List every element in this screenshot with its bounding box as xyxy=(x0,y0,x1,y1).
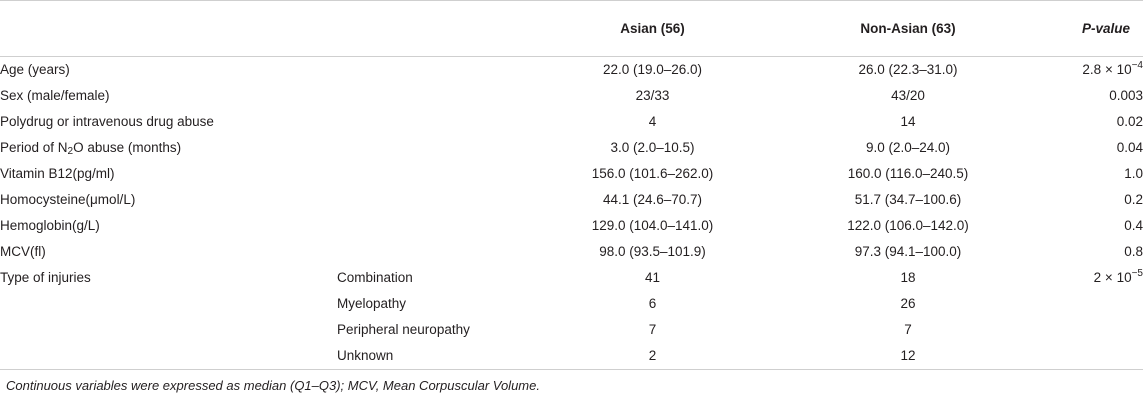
data-table: Asian (56) Non-Asian (63) P-value Age (y… xyxy=(0,0,1143,370)
row-variable: Age (years) xyxy=(0,62,70,77)
header-subcategory xyxy=(337,0,523,57)
row-nonasian: 7 xyxy=(904,322,912,337)
header-pvalue: P-value xyxy=(1034,0,1143,57)
row-nonasian: 12 xyxy=(782,343,1034,370)
table-row: Sex (male/female) 23/33 43/20 0.003 xyxy=(0,83,1143,109)
table-row: Unknown 2 12 xyxy=(0,343,1143,370)
row-asian: 3.0 (2.0–10.5) xyxy=(610,140,695,155)
table-row: MCV(fl) 98.0 (93.5–101.9) 97.3 (94.1–100… xyxy=(0,239,1143,265)
row-asian: 44.1 (24.6–70.7) xyxy=(602,192,703,207)
row-pvalue: 0.02 xyxy=(1116,114,1143,129)
table-row: Period of N2O abuse (months) 3.0 (2.0–10… xyxy=(0,135,1143,161)
row-pvalue: 2 × 10−5 xyxy=(1034,265,1143,291)
pvalue-exponent: −5 xyxy=(1131,268,1143,279)
pvalue-exponent: −4 xyxy=(1131,60,1143,71)
row-nonasian: 26 xyxy=(900,296,916,311)
row-asian: 6 xyxy=(648,296,657,311)
table-row: Hemoglobin(g/L) 129.0 (104.0–141.0) 122.… xyxy=(0,213,1143,239)
row-subcategory xyxy=(337,239,523,265)
row-nonasian: 97.3 (94.1–100.0) xyxy=(854,244,962,259)
row-asian: 4 xyxy=(648,114,657,129)
row-variable xyxy=(0,291,337,317)
row-subcategory xyxy=(337,187,523,213)
row-nonasian: 18 xyxy=(900,270,916,285)
variable-pre: Period of N xyxy=(0,140,68,155)
table-row: Vitamin B12(pg/ml) 156.0 (101.6–262.0) 1… xyxy=(0,161,1143,187)
row-subcategory: Peripheral neuropathy xyxy=(337,322,470,337)
row-asian: 129.0 (104.0–141.0) xyxy=(591,218,714,233)
header-variable xyxy=(0,0,337,57)
table-row: Type of injuries Combination 41 18 2 × 1… xyxy=(0,265,1143,291)
row-subcategory: Unknown xyxy=(337,343,523,370)
row-variable: Polydrug or intravenous drug abuse xyxy=(0,114,214,129)
row-asian: 156.0 (101.6–262.0) xyxy=(591,166,714,181)
row-subcategory: Myelopathy xyxy=(337,296,407,311)
table-row: Homocysteine(μmol/L) 44.1 (24.6–70.7) 51… xyxy=(0,187,1143,213)
row-pvalue: 0.2 xyxy=(1124,192,1143,207)
table-row: Myelopathy 6 26 xyxy=(0,291,1143,317)
row-subcategory: Combination xyxy=(337,270,413,285)
row-variable: Homocysteine(μmol/L) xyxy=(0,192,136,207)
row-pvalue xyxy=(1034,343,1143,370)
row-subcategory xyxy=(337,83,523,109)
header-pvalue-text: P-value xyxy=(1081,20,1130,36)
row-variable: Hemoglobin(g/L) xyxy=(0,218,100,233)
row-asian: 7 xyxy=(648,322,657,337)
row-variable xyxy=(0,343,337,370)
row-variable: Period of N2O abuse (months) xyxy=(0,135,337,161)
row-pvalue: 0.8 xyxy=(1124,244,1143,259)
header-nonasian: Non-Asian (63) xyxy=(782,0,1034,57)
row-subcategory xyxy=(337,135,523,161)
row-pvalue: 2.8 × 10−4 xyxy=(1034,57,1143,84)
row-pvalue xyxy=(1034,317,1143,343)
row-variable: Vitamin B12(pg/ml) xyxy=(0,166,115,181)
row-nonasian: 43/20 xyxy=(891,88,925,103)
row-pvalue: 0.4 xyxy=(1124,218,1143,233)
row-subcategory xyxy=(337,57,523,84)
row-nonasian: 9.0 (2.0–24.0) xyxy=(865,140,951,155)
row-asian: 22.0 (19.0–26.0) xyxy=(602,62,703,77)
table-row: Age (years) 22.0 (19.0–26.0) 26.0 (22.3–… xyxy=(0,57,1143,84)
row-asian: 2 xyxy=(523,343,782,370)
row-nonasian: 26.0 (22.3–31.0) xyxy=(858,62,958,77)
table-header-row: Asian (56) Non-Asian (63) P-value xyxy=(0,0,1143,57)
pvalue-base: 2.8 × 10 xyxy=(1082,62,1132,77)
row-variable: MCV(fl) xyxy=(0,244,46,259)
row-nonasian: 51.7 (34.7–100.6) xyxy=(854,192,962,207)
row-nonasian: 122.0 (106.0–142.0) xyxy=(847,218,969,233)
row-nonasian: 14 xyxy=(900,114,916,129)
row-variable xyxy=(0,317,337,343)
variable-subscript: 2 xyxy=(67,146,74,157)
variable-post: O abuse (months) xyxy=(73,140,182,155)
row-asian: 23/33 xyxy=(635,88,670,103)
row-pvalue: 0.003 xyxy=(1109,88,1143,103)
table-footnote: Continuous variables were expressed as m… xyxy=(6,378,540,393)
row-pvalue: 0.04 xyxy=(1116,140,1143,155)
pvalue-base: 2 × 10 xyxy=(1093,270,1132,285)
row-subcategory xyxy=(337,161,523,187)
row-nonasian: 160.0 (116.0–240.5) xyxy=(847,166,969,181)
table-row: Polydrug or intravenous drug abuse 4 14 … xyxy=(0,109,1143,135)
row-variable: Type of injuries xyxy=(0,270,91,285)
row-pvalue xyxy=(1034,291,1143,317)
table-row: Peripheral neuropathy 7 7 xyxy=(0,317,1143,343)
row-variable: Sex (male/female) xyxy=(0,88,110,103)
row-subcategory xyxy=(337,213,523,239)
row-pvalue: 1.0 xyxy=(1124,166,1143,181)
header-asian: Asian (56) xyxy=(523,0,782,57)
row-asian: 98.0 (93.5–101.9) xyxy=(599,244,706,259)
row-asian: 41 xyxy=(644,270,661,285)
row-subcategory xyxy=(337,109,523,135)
